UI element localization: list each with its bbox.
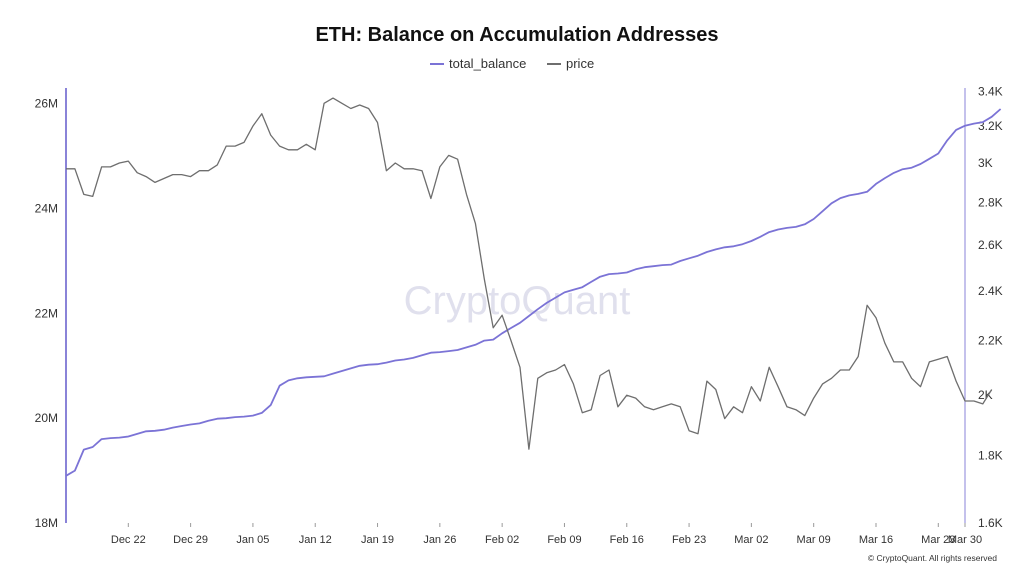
series-line-total-balance [65, 108, 1002, 477]
legend: total_balance price [430, 56, 594, 71]
x-tick-label: Dec 22 [111, 534, 146, 546]
x-tick-label: Mar 30 [948, 534, 982, 546]
left-tick-label: 20M [35, 411, 58, 425]
right-tick-label: 3.4K [978, 84, 1003, 98]
x-tick-label: Mar 09 [797, 534, 831, 546]
x-tick-label: Mar 23 [921, 534, 955, 546]
x-tick-label: Dec 29 [173, 534, 208, 546]
x-tick-label: Jan 12 [299, 534, 332, 546]
series-line-price [66, 97, 993, 450]
left-tick-label: 26M [35, 97, 58, 111]
plot-lines [65, 97, 1002, 477]
watermark: CryptoQuant [404, 279, 631, 323]
x-tick-label: Mar 02 [734, 534, 768, 546]
x-tick-label: Feb 23 [672, 534, 706, 546]
left-tick-label: 22M [35, 306, 58, 320]
right-tick-label: 1.8K [978, 449, 1003, 463]
right-tick-label: 2.2K [978, 334, 1003, 348]
legend-label-price: price [566, 56, 594, 71]
x-tick-label: Jan 26 [423, 534, 456, 546]
legend-label-total-balance: total_balance [449, 56, 526, 71]
right-tick-label: 2.6K [978, 238, 1003, 252]
x-tick-label: Feb 16 [610, 534, 644, 546]
x-tick-label: Jan 05 [236, 534, 269, 546]
x-tick-label: Jan 19 [361, 534, 394, 546]
right-tick-label: 2.4K [978, 284, 1003, 298]
right-tick-label: 3K [978, 156, 993, 170]
copyright-footer: © CryptoQuant. All rights reserved [868, 553, 997, 563]
right-tick-label: 1.6K [978, 516, 1003, 530]
axes: 18M 20M 22M 24M 26M 1.6K 1.8K 2K 2.2K 2.4K 2.6K 2.8… [35, 84, 1003, 546]
chart-title: ETH: Balance on Accumulation Addresses [315, 24, 718, 46]
right-tick-label: 3.2K [978, 119, 1003, 133]
right-tick-label: 2K [978, 388, 993, 402]
x-tick-label: Mar 16 [859, 534, 893, 546]
x-tick-label: Feb 09 [547, 534, 581, 546]
right-tick-label: 2.8K [978, 196, 1003, 210]
left-tick-label: 24M [35, 202, 58, 216]
left-tick-label: 18M [35, 516, 58, 530]
x-tick-label: Feb 02 [485, 534, 519, 546]
